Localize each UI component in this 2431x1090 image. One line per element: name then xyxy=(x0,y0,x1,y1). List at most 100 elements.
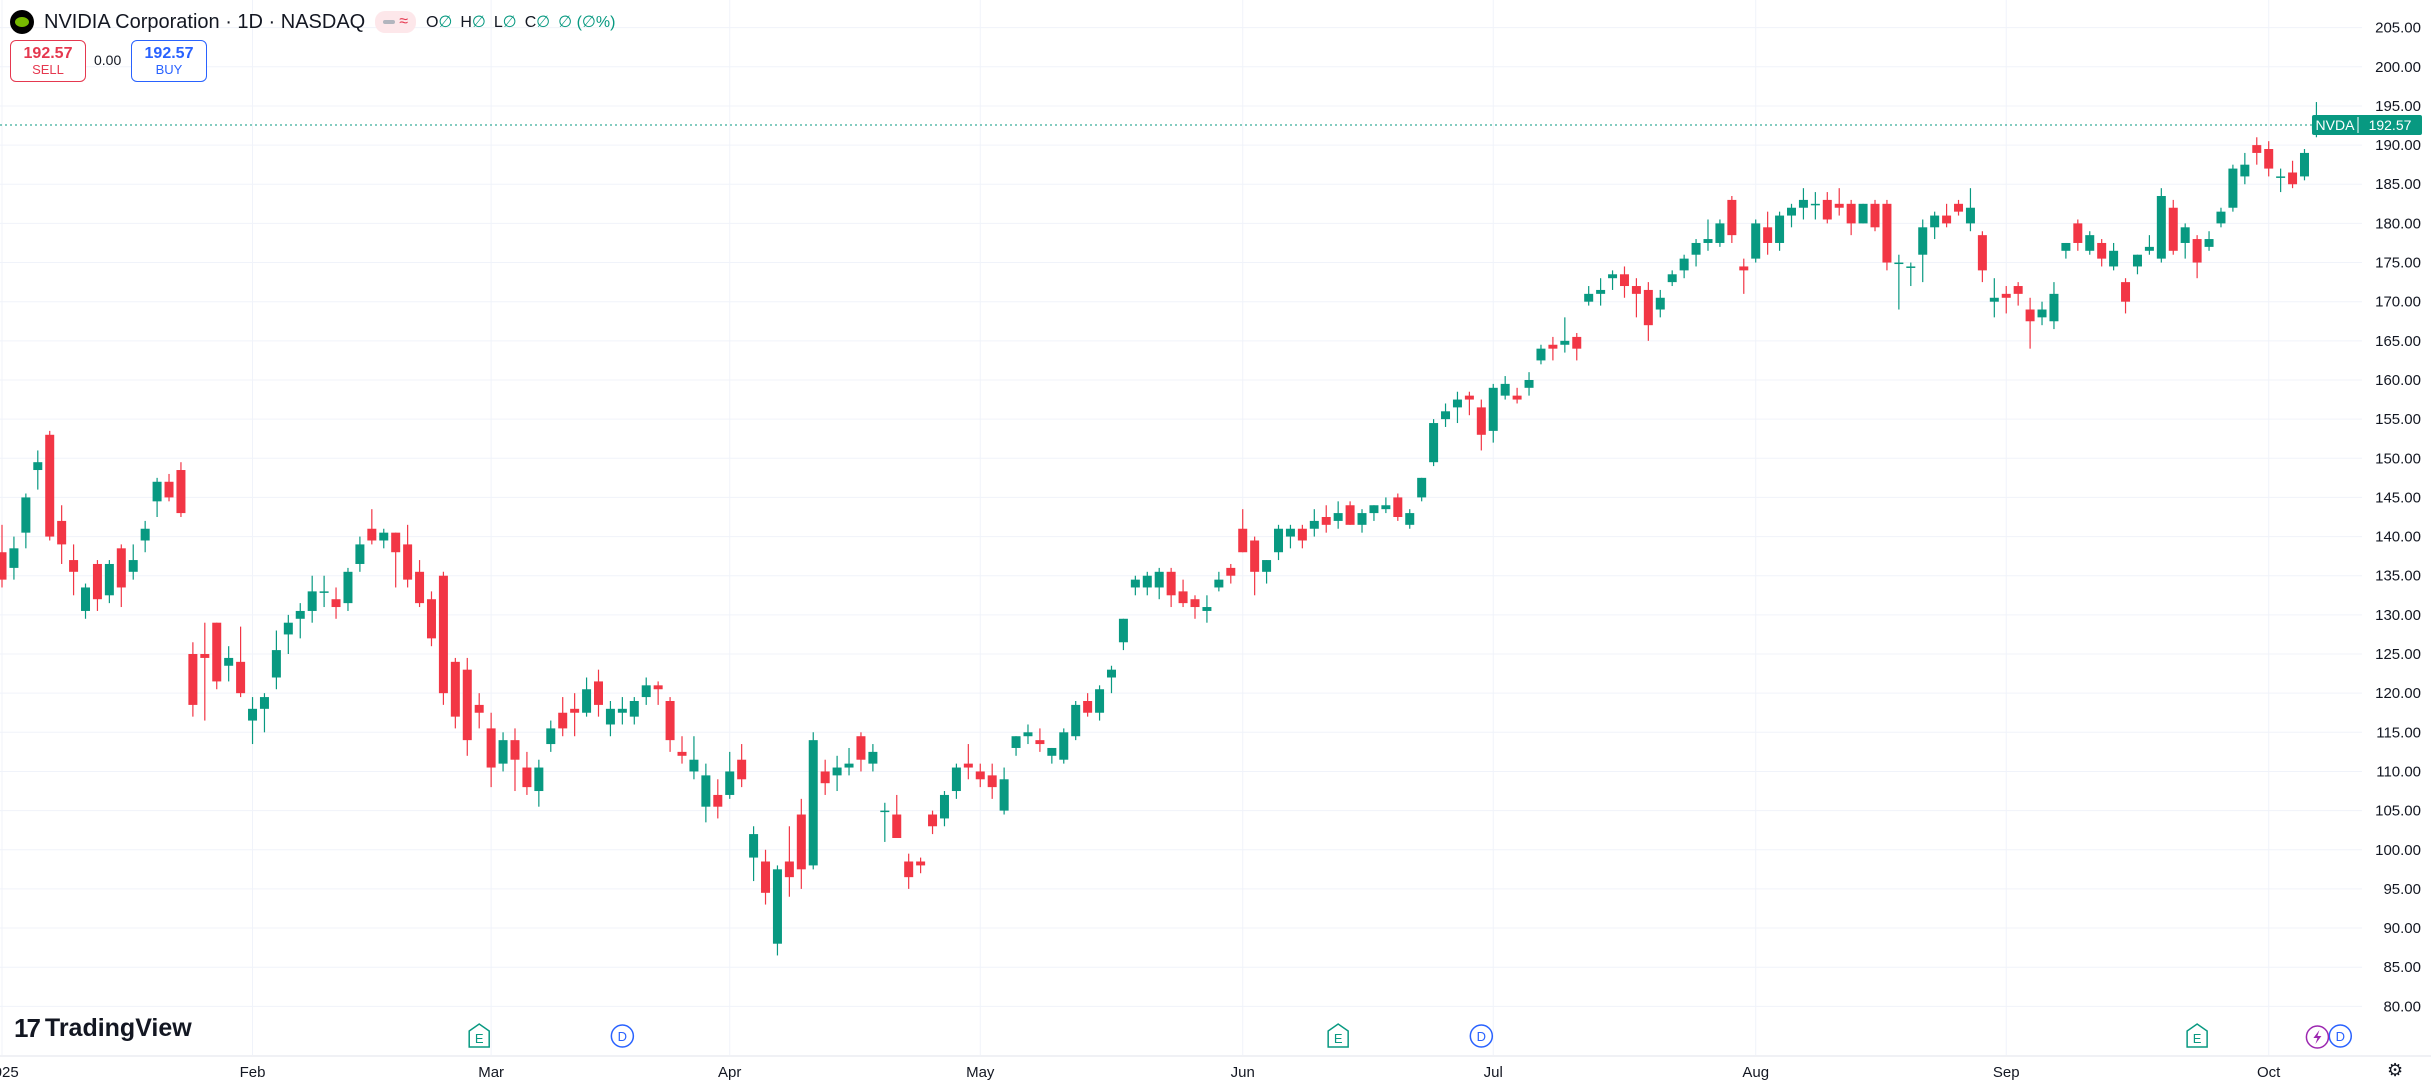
candle-body xyxy=(558,712,568,729)
candle-body xyxy=(1405,513,1415,525)
candle-body xyxy=(2085,235,2095,251)
candle-body xyxy=(1226,567,1236,576)
earnings-event-label: E xyxy=(1334,1031,1343,1046)
x-tick-label: 2025 xyxy=(0,1064,19,1081)
x-tick-label: May xyxy=(966,1064,995,1081)
candle-body xyxy=(570,708,580,713)
candle-body xyxy=(832,767,842,776)
candle-body xyxy=(725,771,735,795)
candle-body xyxy=(1775,215,1785,243)
earnings-event-icon[interactable] xyxy=(1327,1023,1349,1048)
y-tick-label: 145.00 xyxy=(2375,489,2421,506)
y-tick-label: 115.00 xyxy=(2376,724,2421,741)
y-tick-label: 155.00 xyxy=(2375,411,2421,428)
candle-body xyxy=(2288,172,2298,185)
candle-body xyxy=(379,532,389,541)
candle-body xyxy=(1631,286,1641,294)
candle-body xyxy=(1965,207,1975,224)
candle-body xyxy=(21,497,31,533)
candle-body xyxy=(152,481,162,502)
dividend-event-icon[interactable] xyxy=(610,1024,635,1048)
candle-body xyxy=(2204,239,2214,247)
candle-body xyxy=(737,759,747,780)
candle-body xyxy=(1798,199,1808,208)
candle-body xyxy=(486,728,496,768)
candle-body xyxy=(1333,513,1343,521)
candle-body xyxy=(248,708,258,721)
candle-body xyxy=(987,775,997,788)
candle-body xyxy=(1751,223,1761,259)
candle-body xyxy=(844,763,854,768)
candle-body xyxy=(1822,199,1832,220)
symbol-title[interactable]: NVIDIA Corporation · 1D · NASDAQ xyxy=(44,10,366,33)
candle-body xyxy=(224,657,234,666)
tradingview-logo[interactable]: 17 TradingView xyxy=(14,1013,192,1044)
ohlc-open: O∅ xyxy=(426,14,453,31)
candle-body xyxy=(104,563,114,596)
candle-body xyxy=(2037,309,2047,318)
y-tick-label: 105.00 xyxy=(2375,803,2421,820)
candle-body xyxy=(319,591,329,593)
candle-body xyxy=(1417,477,1427,498)
candle-body xyxy=(1655,297,1665,310)
candle-body xyxy=(1345,505,1355,525)
candle-body xyxy=(200,654,210,658)
candle-body xyxy=(1154,571,1164,588)
candle-body xyxy=(1142,575,1152,588)
x-tick-label: Feb xyxy=(240,1064,266,1081)
x-tick-label: Jul xyxy=(1484,1064,1503,1081)
dividend-event-icon[interactable] xyxy=(1469,1024,1494,1048)
candle-body xyxy=(2168,207,2178,251)
candle-body xyxy=(617,708,627,713)
y-tick-label: 110.00 xyxy=(2376,763,2421,780)
candle-body xyxy=(2216,211,2226,224)
candle-body xyxy=(2001,293,2011,298)
sell-button[interactable]: 192.57 SELL xyxy=(10,40,86,82)
candle-body xyxy=(1846,203,1856,224)
candle-body xyxy=(128,560,138,572)
candle-body xyxy=(1130,579,1140,588)
candle-body xyxy=(1596,289,1606,294)
candle-body xyxy=(1500,383,1510,396)
candle-body xyxy=(1381,505,1391,510)
y-tick-label: 190.00 xyxy=(2375,137,2421,154)
buy-button[interactable]: 192.57 BUY xyxy=(131,40,207,82)
candle-body xyxy=(1870,203,1880,228)
tradingview-mark-icon: 17 xyxy=(14,1013,41,1043)
y-tick-label: 85.00 xyxy=(2383,959,2421,976)
candle-body xyxy=(498,740,508,764)
candle-body xyxy=(892,814,902,839)
candle-body xyxy=(856,736,866,760)
candle-body xyxy=(1560,340,1570,345)
candle-body xyxy=(999,779,1009,811)
candle-body xyxy=(2252,145,2262,153)
candle-body xyxy=(1810,203,1820,206)
candle-body xyxy=(594,681,603,705)
candle-body xyxy=(116,548,126,588)
candle-body xyxy=(1083,700,1093,713)
candle-body xyxy=(1011,736,1021,748)
candle-body xyxy=(2025,309,2035,322)
ohlc-readout: O∅ H∅ L∅ C∅ ∅ (∅%) xyxy=(426,12,615,32)
y-tick-label: 120.00 xyxy=(2375,685,2421,702)
dividend-event-label: D xyxy=(618,1029,627,1044)
candle-body xyxy=(1906,266,1916,268)
candle-body xyxy=(45,434,55,537)
earnings-event-label: E xyxy=(475,1031,484,1046)
earnings-event-icon[interactable] xyxy=(468,1023,490,1048)
candle-body xyxy=(1715,223,1725,243)
x-tick-label: Mar xyxy=(478,1064,504,1081)
candle-body xyxy=(1202,607,1212,611)
candle-body xyxy=(1787,207,1796,216)
dividend-event-icon[interactable] xyxy=(2328,1024,2353,1048)
gear-icon[interactable]: ⚙ xyxy=(2387,1060,2404,1080)
candle-body xyxy=(236,661,246,694)
candle-body xyxy=(796,814,806,870)
candle-body xyxy=(1679,258,1689,271)
candle-body xyxy=(271,650,281,678)
earnings-event-icon[interactable] xyxy=(2186,1023,2208,1048)
candle-body xyxy=(1357,513,1367,525)
status-pill[interactable]: ≈ xyxy=(375,11,416,33)
candle-body xyxy=(1584,293,1594,302)
